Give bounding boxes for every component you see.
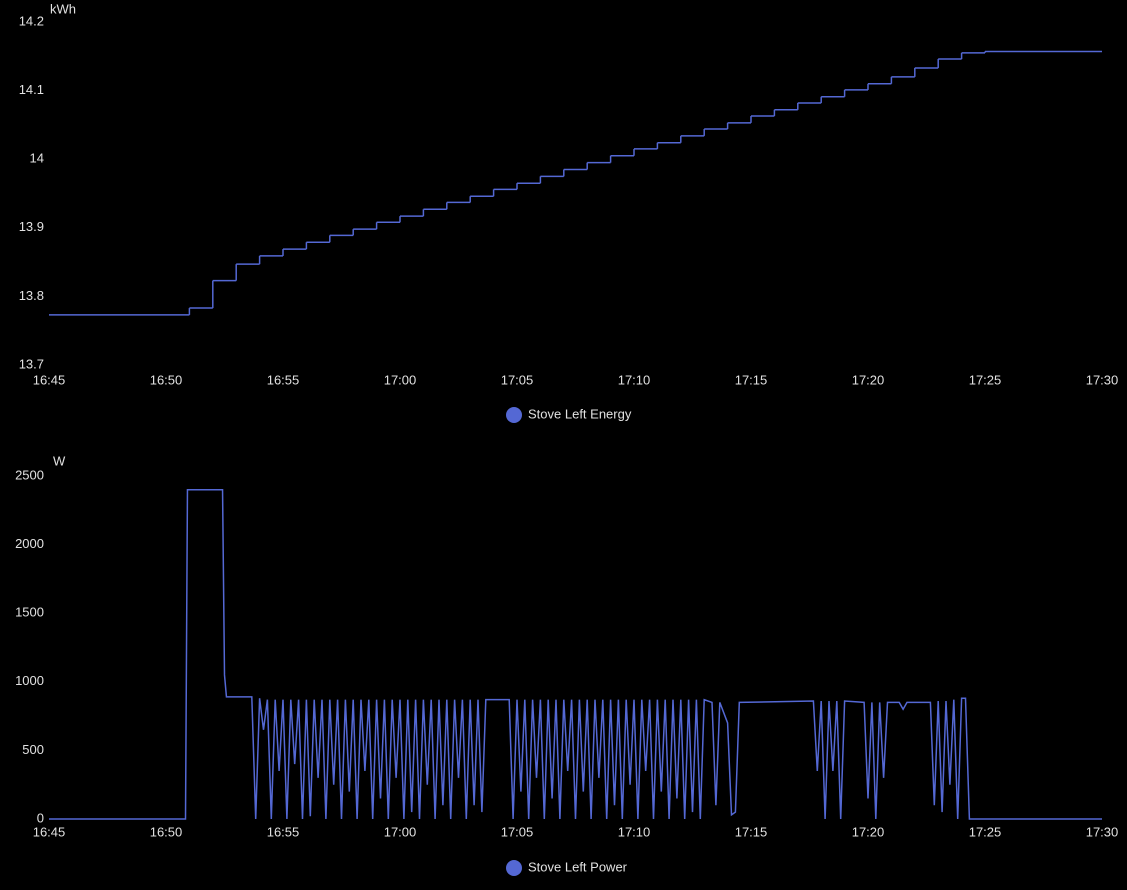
x-tick-label: 16:50 xyxy=(150,824,183,839)
x-tick-label: 17:05 xyxy=(501,824,534,839)
y-tick-label: 13.7 xyxy=(19,356,44,371)
line xyxy=(49,488,1102,820)
x-tick-label: 17:00 xyxy=(384,824,417,839)
y-axis-unit: W xyxy=(53,453,66,468)
y-tick-label: 1500 xyxy=(15,605,44,620)
x-tick-label: 17:15 xyxy=(735,824,768,839)
x-tick-label: 17:30 xyxy=(1086,372,1119,387)
legend-label: Stove Left Energy xyxy=(528,406,632,421)
legend-marker xyxy=(506,407,522,423)
y-axis-unit: kWh xyxy=(50,1,76,16)
x-tick-label: 17:10 xyxy=(618,372,651,387)
legend-marker xyxy=(506,860,522,876)
y-tick-label: 2000 xyxy=(15,536,44,551)
x-tick-label: 16:55 xyxy=(267,824,300,839)
legend-label: Stove Left Power xyxy=(528,859,628,874)
y-tick-label: 13.9 xyxy=(19,219,44,234)
x-tick-label: 17:15 xyxy=(735,372,768,387)
x-tick-label: 17:25 xyxy=(969,824,1002,839)
x-tick-label: 16:45 xyxy=(33,824,66,839)
y-tick-label: 0 xyxy=(37,810,44,825)
x-tick-label: 16:55 xyxy=(267,372,300,387)
y-tick-label: 500 xyxy=(22,742,44,757)
y-tick-label: 14 xyxy=(30,151,44,166)
x-tick-label: 17:20 xyxy=(852,824,885,839)
x-tick-label: 17:25 xyxy=(969,372,1002,387)
x-tick-label: 17:05 xyxy=(501,372,534,387)
x-tick-label: 16:50 xyxy=(150,372,183,387)
x-tick-label: 17:00 xyxy=(384,372,417,387)
x-tick-label: 16:45 xyxy=(33,372,66,387)
y-tick-label: 14.2 xyxy=(19,13,44,28)
x-tick-label: 17:30 xyxy=(1086,824,1119,839)
y-tick-label: 2500 xyxy=(15,467,44,482)
y-tick-label: 13.8 xyxy=(19,288,44,303)
x-tick-label: 17:10 xyxy=(618,824,651,839)
y-tick-label: 1000 xyxy=(15,673,44,688)
x-tick-label: 17:20 xyxy=(852,372,885,387)
y-tick-label: 14.1 xyxy=(19,82,44,97)
